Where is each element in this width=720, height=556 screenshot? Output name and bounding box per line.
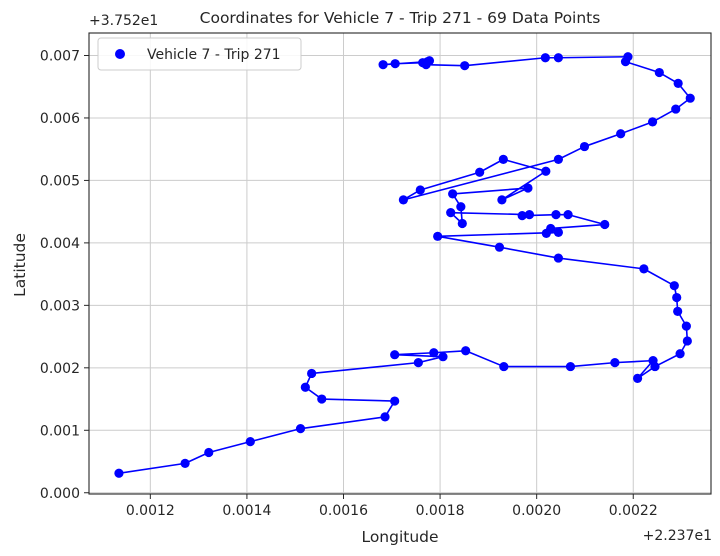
data-point <box>457 218 467 229</box>
data-point <box>295 424 306 434</box>
data-point <box>422 57 433 67</box>
data-point <box>633 373 643 383</box>
legend: Vehicle 7 - Trip 271 <box>97 37 302 71</box>
chart-title: Coordinates for Vehicle 7 - Trip 271 - 6… <box>200 9 601 27</box>
x-offset-label: +2.237e1 <box>643 528 712 544</box>
data-point <box>685 93 695 103</box>
data-point <box>498 154 508 164</box>
data-point <box>494 242 505 252</box>
data-point <box>650 361 660 372</box>
data-point <box>565 361 576 372</box>
data-point <box>672 292 682 303</box>
data-point <box>682 336 692 346</box>
y-offset-label: +3.752e1 <box>89 13 158 29</box>
x-tick-label: 0.0012 <box>126 503 175 519</box>
data-point <box>553 53 564 63</box>
data-point <box>448 189 458 199</box>
data-point <box>380 412 390 422</box>
data-point <box>180 458 190 468</box>
y-tick-label: 0.003 <box>40 298 80 314</box>
legend-marker <box>115 49 125 59</box>
data-point <box>429 348 439 358</box>
data-point <box>553 154 564 164</box>
x-tick-label: 0.0018 <box>416 503 465 519</box>
data-point <box>673 306 683 316</box>
x-tick-label: 0.0014 <box>222 503 271 519</box>
data-point <box>669 281 679 291</box>
plot-frame <box>88 32 712 495</box>
data-point <box>616 129 626 139</box>
data-point <box>675 349 685 359</box>
x-tick-label: 0.0022 <box>609 503 658 519</box>
data-point <box>563 210 573 220</box>
y-tick-label: 0.005 <box>40 173 80 189</box>
data-point <box>654 67 664 78</box>
data-point <box>456 202 466 212</box>
data-point <box>378 60 388 70</box>
data-point <box>553 253 564 263</box>
data-point <box>475 167 485 177</box>
data-point <box>647 117 658 127</box>
x-tick-label: 0.0016 <box>319 503 368 519</box>
data-point <box>415 185 425 195</box>
data-point <box>517 211 527 221</box>
y-tick-label: 0.002 <box>40 361 80 377</box>
data-point <box>204 447 214 458</box>
data-point <box>610 358 620 368</box>
y-tick-label: 0.007 <box>40 48 80 64</box>
data-point <box>541 166 551 176</box>
data-point <box>524 210 535 220</box>
data-point <box>114 468 124 478</box>
data-point <box>639 264 649 274</box>
data-point <box>671 104 681 114</box>
data-point <box>499 361 509 372</box>
grid <box>89 33 711 494</box>
data-point <box>245 437 255 447</box>
data-point <box>540 53 550 63</box>
data-point <box>497 195 507 205</box>
y-tick-label: 0.001 <box>40 423 80 439</box>
data-point <box>438 352 448 362</box>
series-layer <box>114 52 695 478</box>
y-axis-label: Latitude <box>11 233 29 297</box>
data-point <box>623 52 633 62</box>
data-point <box>553 227 564 237</box>
data-point <box>551 210 561 220</box>
data-point <box>398 195 408 205</box>
ticks: 0.0012 0.0014 0.0016 0.0018 0.0020 0.0022 0.00… <box>40 48 658 519</box>
x-axis-label: Longitude <box>361 528 438 546</box>
data-point <box>390 59 400 69</box>
data-point <box>461 346 471 356</box>
x-tick-label: 0.0020 <box>512 503 561 519</box>
data-point <box>579 141 590 152</box>
legend-label: Vehicle 7 - Trip 271 <box>147 47 281 63</box>
data-point <box>307 368 317 379</box>
y-tick-label: 0.006 <box>40 111 80 127</box>
y-tick-label: 0.004 <box>40 236 80 252</box>
legend-frame <box>97 37 302 71</box>
data-point <box>460 61 470 71</box>
data-point <box>390 350 400 360</box>
data-point <box>446 208 456 218</box>
data-point <box>433 231 443 241</box>
data-point <box>546 223 556 234</box>
data-point <box>681 321 691 331</box>
y-tick-label: 0.000 <box>40 486 80 502</box>
data-point <box>673 78 683 89</box>
data-point <box>390 396 400 406</box>
data-point <box>413 358 423 368</box>
trip-path-line <box>118 55 692 475</box>
data-point <box>300 382 310 392</box>
data-point <box>317 394 327 404</box>
data-point <box>523 183 533 193</box>
data-point <box>600 219 610 230</box>
